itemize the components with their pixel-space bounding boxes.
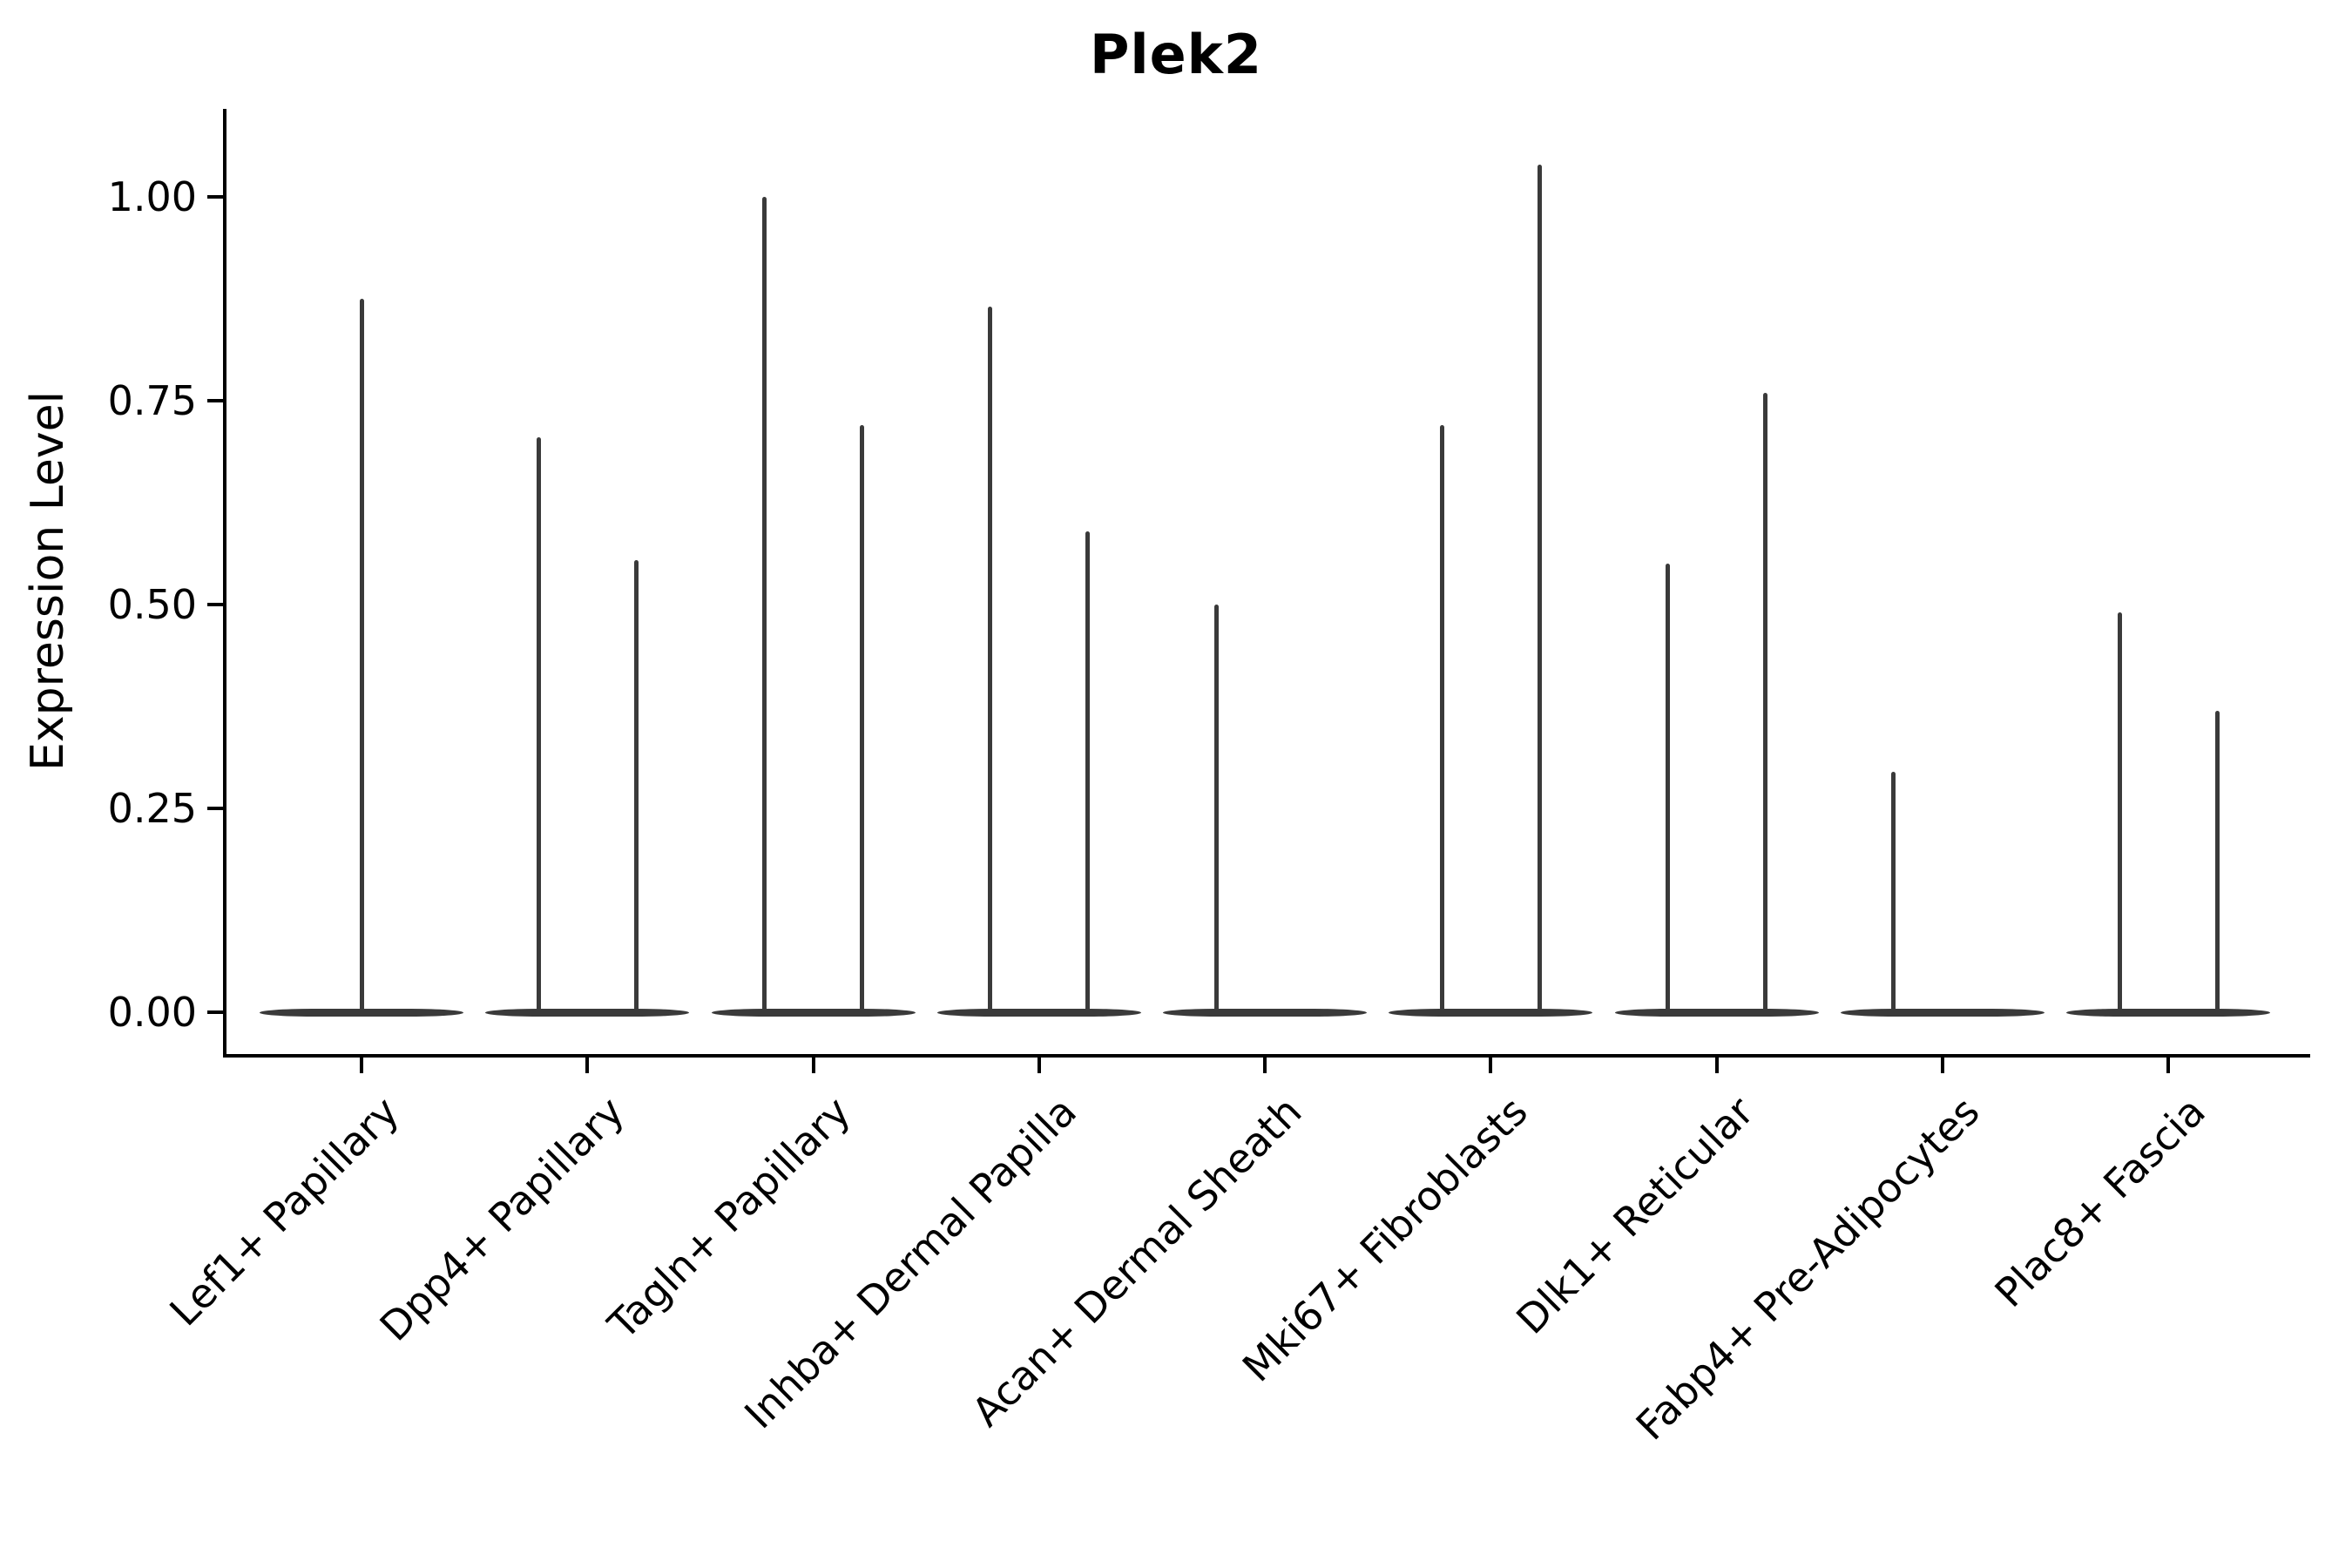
violin-spike (633, 559, 639, 1012)
y-tick-label: 1.00 (107, 173, 197, 220)
y-tick (207, 195, 225, 199)
violin-spike (1537, 164, 1542, 1012)
violin-spike (1763, 392, 1767, 1012)
violin-spike (1213, 605, 1219, 1012)
plot-title: Plek2 (1089, 23, 1263, 86)
violin-spike (1891, 771, 1896, 1012)
violin-base (1840, 1008, 2044, 1017)
x-tick (360, 1054, 363, 1073)
violin-spike (536, 437, 541, 1012)
violin-spike (860, 425, 864, 1012)
violin-base (1614, 1008, 1819, 1017)
y-tick-label: 0.75 (107, 377, 197, 424)
x-tick (2166, 1054, 2170, 1073)
y-axis-line (223, 109, 226, 1058)
y-tick (207, 603, 225, 606)
x-tick-label: Tagln+ Papillary (598, 1087, 860, 1348)
x-tick (1940, 1054, 1944, 1073)
violin-base (936, 1008, 1141, 1017)
violin-spike (359, 299, 364, 1012)
violin-spike (988, 307, 993, 1012)
violin-spike (1439, 425, 1444, 1012)
y-tick (207, 399, 225, 402)
violin-spike (2214, 710, 2220, 1012)
y-tick-label: 0.25 (107, 785, 197, 832)
x-tick (1263, 1054, 1267, 1073)
x-axis-line (223, 1054, 2310, 1058)
x-tick (1714, 1054, 1719, 1073)
x-tick (811, 1054, 815, 1073)
violin-spike (1085, 531, 1091, 1012)
violin-base (260, 1008, 463, 1017)
violin-base (1163, 1008, 1367, 1017)
x-tick-label: Dpp4+ Papillary (370, 1087, 634, 1350)
violin-base (711, 1008, 916, 1017)
violin-spike (2117, 612, 2122, 1012)
x-tick (1489, 1054, 1493, 1073)
y-tick (207, 1010, 225, 1014)
violin-base (2066, 1008, 2270, 1017)
x-tick (1037, 1054, 1041, 1073)
y-tick-label: 0.00 (107, 989, 197, 1036)
y-tick (207, 807, 225, 810)
violin-base (1389, 1008, 1593, 1017)
x-tick-label: Lef1+ Papillary (159, 1087, 408, 1335)
x-tick (585, 1054, 590, 1073)
violin-base (485, 1008, 690, 1017)
x-tick-label: Plac8+ Fascia (1985, 1087, 2214, 1316)
violin-spike (1666, 564, 1670, 1012)
y-tick-label: 0.50 (107, 581, 197, 628)
x-tick-label: Dlk1+ Reticular (1507, 1087, 1763, 1343)
violin-spike (762, 197, 767, 1012)
y-axis-label: Expression Level (22, 390, 74, 772)
